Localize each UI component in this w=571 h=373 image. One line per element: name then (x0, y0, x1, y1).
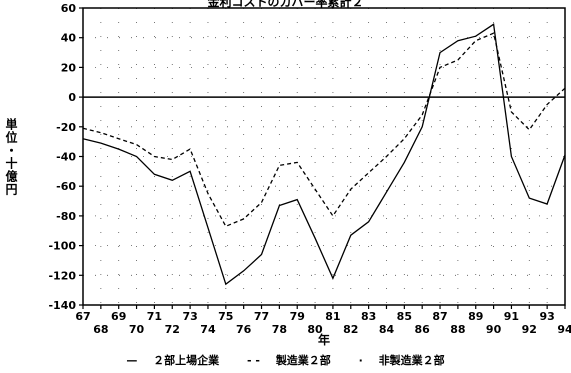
legend-label-dashed: 製造業２部 (275, 354, 331, 367)
x-tick-label: 74 (200, 323, 216, 336)
x-tick-label: 88 (450, 323, 465, 336)
x-tick-label: 67 (75, 310, 90, 323)
x-tick-label: 80 (307, 323, 323, 336)
x-tick-label: 93 (539, 310, 554, 323)
x-axis-label: 年 (318, 332, 330, 347)
y-tick-label: -20 (56, 121, 76, 134)
legend-marker-dotted: · (358, 354, 363, 367)
x-tick-label: 79 (290, 310, 305, 323)
series-lines (82, 23, 566, 286)
x-tick-label: 85 (397, 310, 412, 323)
y-tick-label: 20 (61, 61, 77, 74)
legend-item-dotted: · 非製造業２部 (353, 354, 451, 367)
x-tick-label: 70 (129, 323, 145, 336)
x-tick-label: 87 (432, 310, 447, 323)
x-tick-label: 77 (254, 310, 269, 323)
x-tick-label: 92 (522, 323, 537, 336)
series-line-solid (82, 23, 566, 286)
legend-item-solid: — ２部上場企業 (120, 354, 229, 367)
chart-title: 金利コストのカバー率累計２ (207, 0, 364, 9)
x-tick-label: 84 (379, 323, 395, 336)
x-tick-label: 81 (325, 310, 340, 323)
series-line-dashed (82, 32, 566, 228)
legend: — ２部上場企業 - - 製造業２部 · 非製造業２部 (0, 352, 571, 368)
y-axis-label: 単位・十億円 (4, 118, 18, 196)
x-tick-label: 76 (236, 323, 252, 336)
grid-lines (83, 8, 565, 305)
y-tick-label: -120 (48, 269, 76, 282)
y-tick-label: -60 (56, 180, 76, 193)
x-tick-label: 89 (468, 310, 483, 323)
x-tick-label: 71 (147, 310, 162, 323)
legend-marker-solid: — (126, 354, 138, 367)
x-axis-ticks: 6768697071727374757677787980818283848586… (75, 305, 571, 336)
y-tick-label: 60 (61, 2, 77, 15)
x-tick-label: 90 (486, 323, 502, 336)
y-tick-label: -100 (48, 240, 76, 253)
x-tick-label: 69 (111, 310, 126, 323)
legend-label-solid: ２部上場企業 (153, 354, 220, 367)
x-tick-label: 83 (361, 310, 376, 323)
y-tick-label: -80 (56, 210, 76, 223)
x-tick-label: 94 (557, 323, 571, 336)
x-tick-label: 75 (218, 310, 233, 323)
x-tick-label: 78 (272, 323, 287, 336)
y-tick-label: 0 (68, 91, 76, 104)
legend-item-dashed: - - 製造業２部 (241, 354, 341, 367)
x-tick-label: 82 (343, 323, 358, 336)
x-tick-label: 91 (504, 310, 519, 323)
y-tick-label: -140 (48, 299, 76, 312)
y-tick-label: 40 (61, 32, 77, 45)
x-tick-label: 86 (415, 323, 431, 336)
legend-marker-dashed: - - (247, 354, 260, 367)
x-tick-label: 68 (93, 323, 108, 336)
y-axis-ticks: 60 40 20 0 -20 -40 -60 -80 -100 -120 -140 (48, 2, 83, 312)
x-tick-label: 72 (165, 323, 180, 336)
legend-label-dotted: 非製造業２部 (378, 354, 445, 367)
y-tick-label: -40 (56, 151, 76, 164)
x-tick-label: 73 (182, 310, 197, 323)
